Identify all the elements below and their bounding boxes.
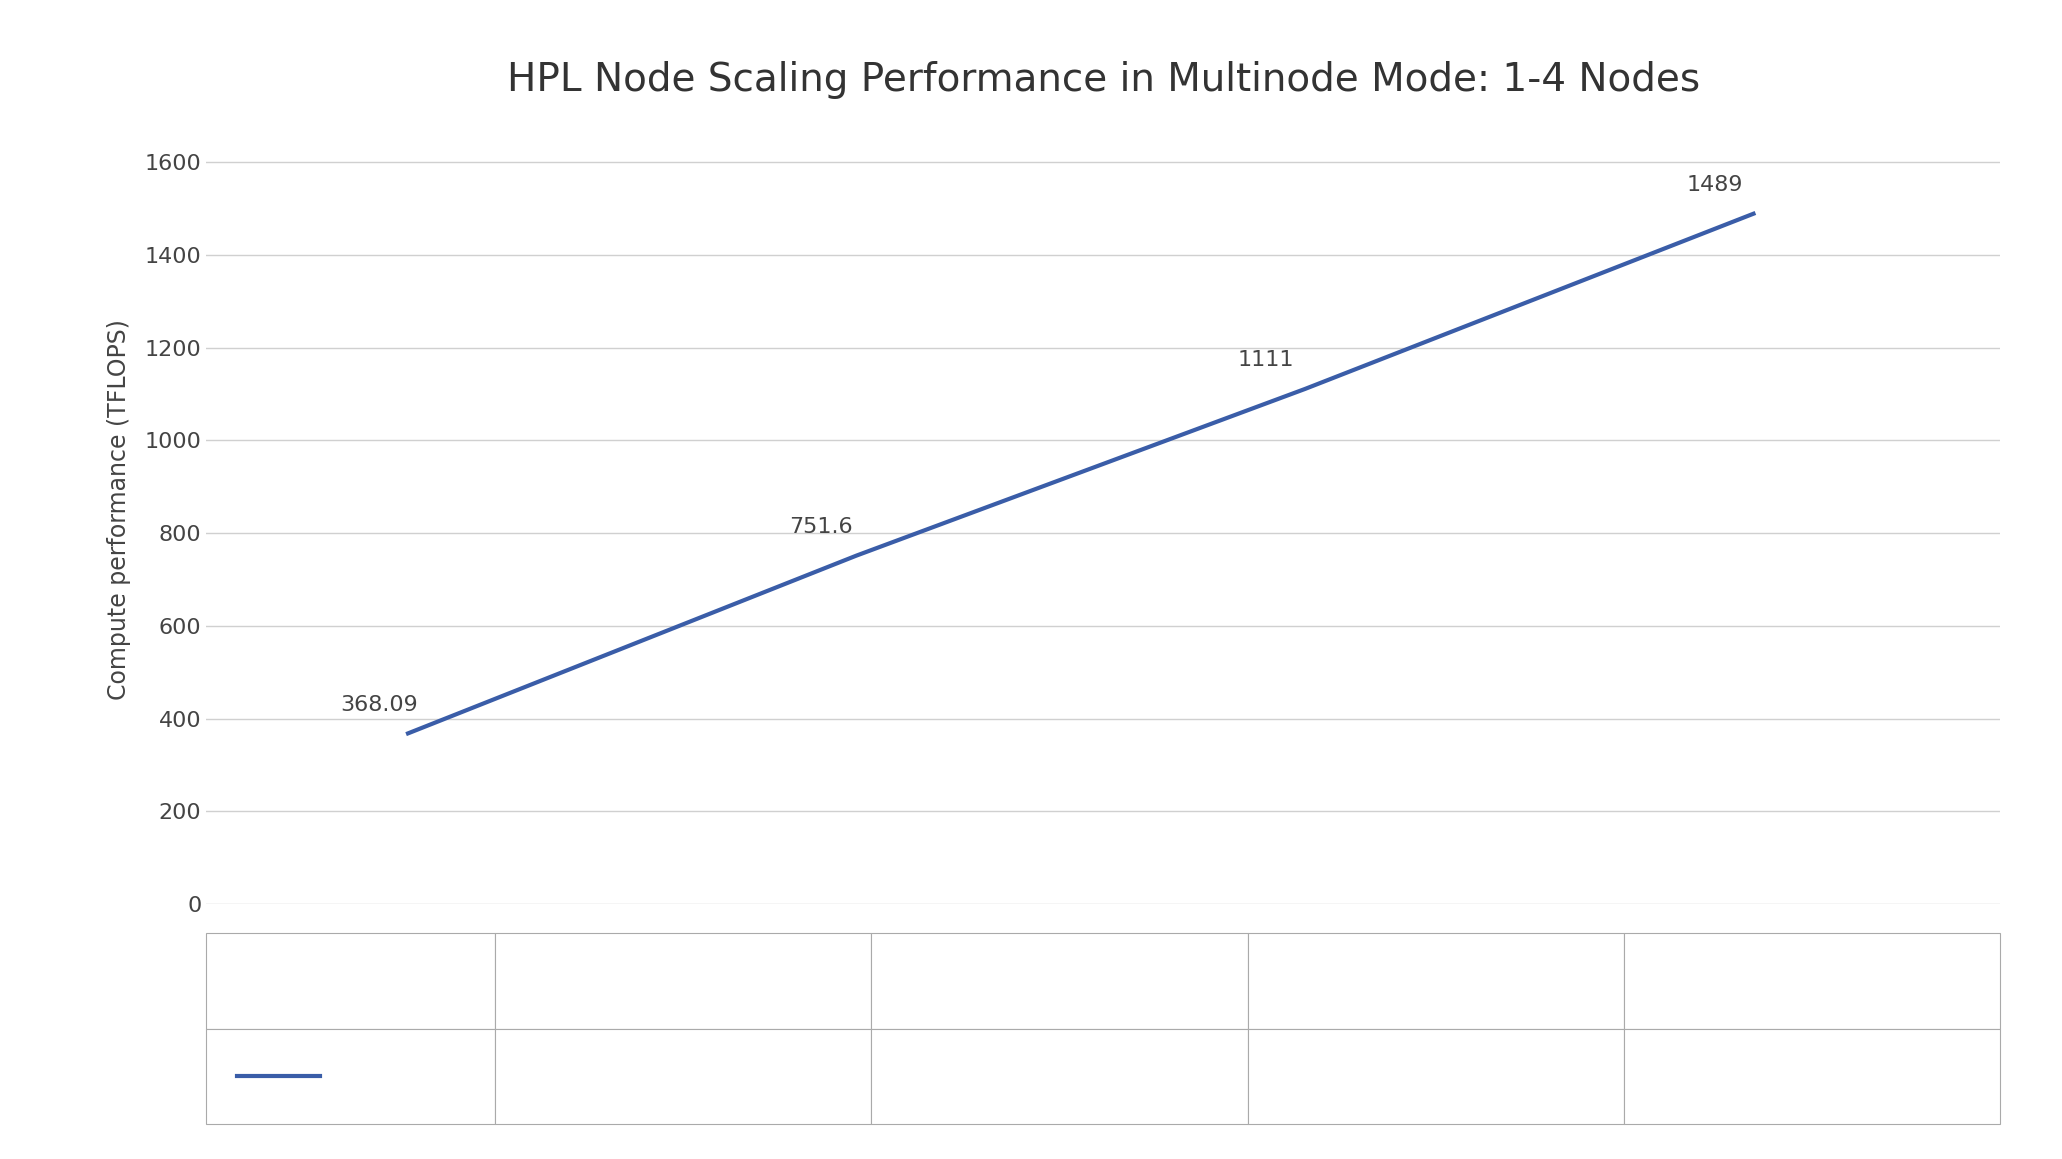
Text: 2 nodes/16GPUs: 2 nodes/16GPUs (973, 971, 1144, 991)
Text: TFLOPS: TFLOPS (334, 1066, 412, 1086)
Text: 368.09: 368.09 (647, 1066, 720, 1086)
Text: 3 nodes/24 GPUs: 3 nodes/24 GPUs (1346, 971, 1524, 991)
Text: 751.6: 751.6 (1029, 1066, 1089, 1086)
Text: 1489: 1489 (1786, 1066, 1839, 1086)
Text: 1489: 1489 (1687, 175, 1742, 195)
Text: 368.09: 368.09 (340, 695, 419, 715)
Title: HPL Node Scaling Performance in Multinode Mode: 1-4 Nodes: HPL Node Scaling Performance in Multinod… (507, 61, 1699, 99)
Text: 4 nodes/32 GPUs: 4 nodes/32 GPUs (1724, 971, 1901, 991)
Text: 751.6: 751.6 (790, 517, 854, 537)
Y-axis label: Compute performance (TFLOPS): Compute performance (TFLOPS) (107, 320, 130, 700)
Text: 1111: 1111 (1237, 350, 1295, 371)
Text: 1111: 1111 (1408, 1066, 1462, 1086)
Text: 1 node/8 GPUs: 1 node/8 GPUs (606, 971, 759, 991)
